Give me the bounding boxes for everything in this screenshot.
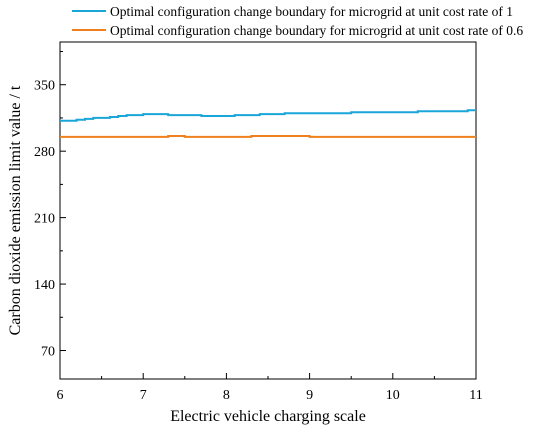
- legend-label-1: Optimal configuration change boundary fo…: [110, 4, 513, 19]
- x-axis-label: Electric vehicle charging scale: [170, 408, 366, 425]
- y-axis-label: Carbon dioxide emission limit value / t: [7, 85, 24, 335]
- x-tick-label: 9: [306, 388, 313, 403]
- y-tick-label: 70: [41, 345, 55, 360]
- x-tick-label: 6: [57, 388, 64, 403]
- plot-area: [59, 41, 477, 380]
- y-tick-label: 280: [34, 145, 55, 160]
- legend: Optimal configuration change boundary fo…: [72, 4, 523, 38]
- y-tick-label: 140: [34, 278, 55, 293]
- y-tick-label: 210: [34, 212, 55, 227]
- x-tick-label: 7: [140, 388, 147, 403]
- y-axis: 70 140 210 280 350: [34, 50, 66, 360]
- series-line-1: [60, 109, 476, 122]
- x-tick-label: 10: [386, 388, 400, 403]
- x-tick-label: 11: [469, 388, 482, 403]
- x-axis: 6 7 8 9 10 11: [57, 373, 483, 403]
- series-layer: [60, 109, 476, 138]
- series-line-2: [60, 135, 476, 138]
- legend-label-2: Optimal configuration change boundary fo…: [110, 23, 523, 38]
- x-tick-label: 8: [223, 388, 230, 403]
- y-tick-label: 350: [34, 79, 55, 94]
